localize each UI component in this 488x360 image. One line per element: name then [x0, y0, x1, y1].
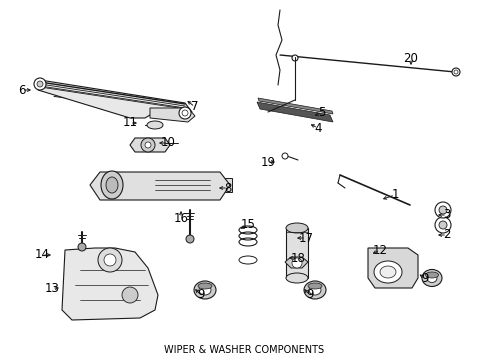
Circle shape: [291, 55, 297, 61]
Ellipse shape: [304, 281, 325, 299]
Circle shape: [182, 110, 187, 116]
Polygon shape: [367, 248, 417, 288]
Text: 9: 9: [197, 288, 204, 302]
Text: 9: 9: [305, 288, 313, 302]
Ellipse shape: [198, 283, 212, 289]
Text: WIPER & WASHER COMPONENTS: WIPER & WASHER COMPONENTS: [164, 345, 324, 355]
Ellipse shape: [147, 121, 163, 129]
Text: 1: 1: [390, 189, 398, 202]
Polygon shape: [38, 80, 192, 118]
Circle shape: [282, 153, 287, 159]
Ellipse shape: [106, 177, 118, 193]
Polygon shape: [130, 138, 170, 152]
Text: 17: 17: [298, 231, 313, 244]
Circle shape: [438, 221, 446, 229]
Polygon shape: [62, 248, 158, 320]
Text: 6: 6: [18, 84, 26, 96]
Ellipse shape: [285, 273, 307, 283]
Ellipse shape: [285, 223, 307, 233]
Text: 8: 8: [224, 181, 231, 194]
Circle shape: [104, 254, 116, 266]
Circle shape: [185, 235, 194, 243]
Ellipse shape: [426, 274, 436, 283]
Bar: [150, 174, 218, 198]
Text: 11: 11: [122, 117, 137, 130]
Text: 2: 2: [442, 229, 450, 242]
Circle shape: [145, 142, 151, 148]
Ellipse shape: [425, 272, 438, 278]
Text: 10: 10: [160, 136, 175, 149]
Circle shape: [451, 68, 459, 76]
Text: 16: 16: [173, 211, 188, 225]
Circle shape: [453, 70, 457, 74]
Circle shape: [141, 138, 155, 152]
Text: 20: 20: [403, 51, 418, 64]
Polygon shape: [257, 102, 332, 122]
Circle shape: [78, 243, 86, 251]
Circle shape: [438, 206, 446, 214]
Text: 18: 18: [290, 252, 305, 265]
Text: 13: 13: [44, 282, 60, 294]
Text: 3: 3: [443, 208, 450, 221]
Circle shape: [122, 287, 138, 303]
Text: 15: 15: [240, 219, 255, 231]
Bar: [285, 228, 307, 278]
Ellipse shape: [308, 285, 320, 295]
Circle shape: [434, 202, 450, 218]
Text: 12: 12: [372, 243, 386, 256]
Ellipse shape: [379, 266, 395, 278]
Text: 14: 14: [35, 248, 49, 261]
Ellipse shape: [307, 283, 321, 289]
Polygon shape: [150, 108, 195, 122]
Polygon shape: [285, 257, 307, 268]
Ellipse shape: [101, 171, 123, 199]
Circle shape: [34, 78, 46, 90]
Ellipse shape: [373, 261, 401, 283]
Ellipse shape: [194, 281, 216, 299]
Ellipse shape: [421, 270, 441, 287]
Text: 5: 5: [318, 105, 325, 118]
Bar: [220, 178, 231, 192]
Circle shape: [179, 107, 191, 119]
Circle shape: [291, 258, 302, 268]
Circle shape: [37, 81, 43, 87]
Text: 7: 7: [191, 100, 198, 113]
Polygon shape: [90, 172, 229, 200]
Ellipse shape: [239, 256, 257, 264]
Circle shape: [434, 217, 450, 233]
Circle shape: [98, 248, 122, 272]
Polygon shape: [258, 98, 332, 114]
Text: 4: 4: [314, 122, 321, 135]
Text: 19: 19: [260, 156, 275, 168]
Ellipse shape: [199, 285, 210, 295]
Text: 9: 9: [420, 271, 428, 284]
